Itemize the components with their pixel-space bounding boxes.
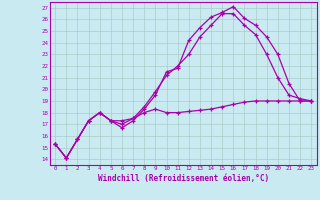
- X-axis label: Windchill (Refroidissement éolien,°C): Windchill (Refroidissement éolien,°C): [98, 174, 269, 183]
